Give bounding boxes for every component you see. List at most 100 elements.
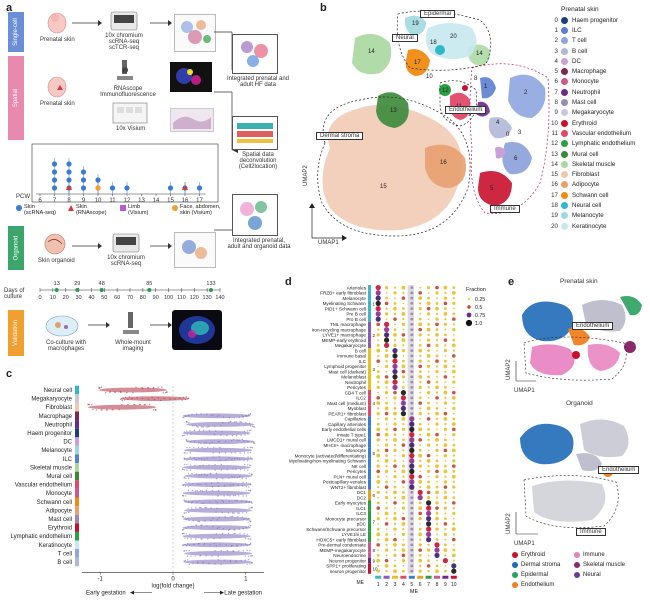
violin-point: [151, 396, 153, 398]
dot: [418, 411, 422, 416]
pcw-tick-label: 10: [95, 198, 102, 204]
cell-type-color-bar: [75, 385, 79, 395]
dot: [427, 559, 430, 563]
pcw-tick-label: 14: [153, 198, 160, 204]
violin-point: [190, 433, 192, 435]
culture-timepoint-label: 13: [54, 281, 60, 287]
violin-point: [246, 544, 248, 547]
violin-point: [206, 426, 208, 428]
violin-point: [185, 396, 188, 398]
legend-item-label: ILC: [572, 26, 582, 34]
me-group-bar: [368, 547, 371, 553]
culture-tick-label: 120: [190, 295, 199, 301]
umap-thumbnail-1: [174, 14, 216, 52]
cell-type-color-bar: [75, 488, 79, 498]
dot: [435, 365, 439, 368]
dot: [444, 433, 447, 436]
dot: [410, 543, 414, 547]
violin-point: [236, 499, 238, 502]
legend-item-swatch: [574, 572, 580, 578]
sample-legend-item: Skin (scRNA-seq): [16, 204, 56, 216]
violin-point: [109, 390, 112, 393]
sample-legend-item: Limb (Visium): [120, 204, 148, 216]
violin-point: [251, 506, 253, 509]
violin-point: [244, 463, 246, 466]
dot: [393, 527, 397, 531]
cell-type-color-bar: [75, 514, 79, 524]
violin-point: [186, 459, 188, 461]
dot: [385, 296, 388, 300]
dot: [426, 516, 432, 522]
violin-point: [247, 456, 249, 458]
violin-point: [216, 527, 219, 529]
dot: [393, 343, 397, 348]
dot: [409, 416, 415, 422]
me-group-bar: [368, 416, 371, 422]
dot: [427, 554, 430, 557]
panel-letter-b: b: [320, 2, 327, 14]
arrow-icon: [72, 243, 102, 249]
violin-point: [238, 495, 240, 497]
me-group-bar: [368, 500, 371, 506]
violin-point: [193, 543, 195, 546]
cell-type-color-bar: [75, 445, 79, 455]
dot: [419, 538, 422, 541]
cluster-melanocyte: [404, 15, 426, 36]
dot: [419, 522, 422, 525]
sample-marker: [80, 177, 87, 183]
violin-point: [213, 446, 215, 449]
legend-item-swatch: [512, 582, 518, 588]
dot: [376, 448, 380, 452]
violin-point: [208, 425, 210, 428]
dot: [393, 312, 397, 316]
violin-point: [217, 495, 219, 497]
legend-title: Prenatal skin: [561, 6, 599, 13]
dot: [435, 516, 439, 521]
dot: [410, 312, 414, 316]
dot: [419, 564, 422, 568]
dot: [385, 438, 388, 442]
violin-point: [184, 485, 187, 487]
dot: [419, 470, 422, 473]
violin-point: [245, 511, 248, 514]
dot: [401, 333, 406, 337]
violin-point: [205, 489, 207, 492]
row-label: Schwann/Schwann precursor: [306, 527, 366, 532]
dot: [385, 480, 388, 484]
dot: [376, 359, 380, 363]
violin-point: [199, 465, 201, 467]
violin-point: [231, 515, 234, 518]
me-column-label: 3: [394, 582, 397, 588]
legend-item-swatch: [561, 78, 568, 86]
row-label: LYVE1hi LE: [342, 532, 366, 537]
violin-point: [241, 415, 244, 417]
cluster-t-cell: [508, 74, 546, 118]
panel-e-axis-x-top: UMAP1: [514, 388, 535, 394]
me-group-bar: [368, 379, 371, 385]
me-group-bar: [368, 563, 371, 569]
violin-point: [241, 516, 243, 519]
dot: [401, 516, 406, 521]
petri-dish-icon: [45, 315, 79, 337]
violin-point: [184, 398, 187, 401]
pcw-tick-label: 16: [182, 198, 189, 204]
culture-timepoint-label: 48: [99, 281, 105, 287]
dot: [393, 553, 397, 558]
dot: [375, 311, 381, 317]
embryo-icon: [47, 12, 67, 34]
violin-point: [222, 477, 224, 480]
wholemount-label: Whole-mount imaging: [115, 340, 151, 352]
dot: [402, 302, 405, 305]
violin-point: [245, 421, 247, 424]
row-label: Iron-recycling macrophage: [312, 327, 367, 332]
legend-item: 10 Erythroid: [546, 118, 650, 128]
violin-point: [249, 490, 252, 492]
cluster-label: 0: [506, 132, 510, 138]
violin-point: [206, 457, 208, 459]
pcw-tick-label: 15: [167, 198, 174, 204]
violin-point: [161, 386, 163, 388]
violin-point: [214, 430, 217, 432]
violin-point: [215, 533, 218, 535]
dot: [435, 464, 439, 469]
